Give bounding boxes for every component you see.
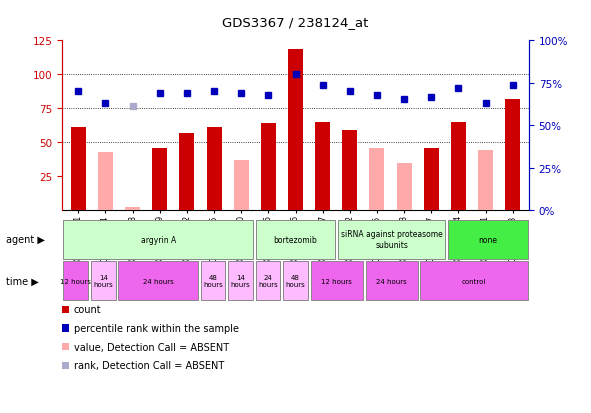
Text: 24
hours: 24 hours <box>258 274 278 287</box>
Bar <box>505 100 520 211</box>
Text: percentile rank within the sample: percentile rank within the sample <box>74 323 239 333</box>
Bar <box>234 161 249 211</box>
Bar <box>397 163 411 211</box>
Bar <box>207 128 222 211</box>
FancyBboxPatch shape <box>365 261 418 300</box>
Text: control: control <box>462 278 486 284</box>
Text: agent ▶: agent ▶ <box>6 235 45 244</box>
FancyBboxPatch shape <box>283 261 308 300</box>
Text: bortezomib: bortezomib <box>274 235 317 244</box>
Bar <box>71 128 86 211</box>
Bar <box>152 148 167 211</box>
Bar <box>315 123 330 211</box>
FancyBboxPatch shape <box>118 261 198 300</box>
FancyBboxPatch shape <box>256 261 280 300</box>
FancyBboxPatch shape <box>63 220 253 259</box>
Text: siRNA against proteasome
subunits: siRNA against proteasome subunits <box>341 230 443 249</box>
Text: 12 hours: 12 hours <box>322 278 352 284</box>
Text: time ▶: time ▶ <box>6 276 38 286</box>
Text: value, Detection Call = ABSENT: value, Detection Call = ABSENT <box>74 342 229 352</box>
Bar <box>342 131 357 211</box>
Bar <box>369 148 384 211</box>
Text: rank, Detection Call = ABSENT: rank, Detection Call = ABSENT <box>74 361 224 370</box>
FancyBboxPatch shape <box>63 261 88 300</box>
FancyBboxPatch shape <box>228 261 253 300</box>
Text: 12 hours: 12 hours <box>60 278 91 284</box>
Text: none: none <box>478 235 497 244</box>
Bar <box>98 152 113 211</box>
Bar <box>288 50 303 211</box>
Bar <box>180 133 194 211</box>
Text: 48
hours: 48 hours <box>285 274 306 287</box>
Text: 48
hours: 48 hours <box>203 274 223 287</box>
Text: 24 hours: 24 hours <box>376 278 407 284</box>
Bar <box>478 151 493 211</box>
FancyBboxPatch shape <box>311 261 363 300</box>
Text: count: count <box>74 305 102 315</box>
Bar <box>125 208 140 211</box>
Bar <box>261 124 276 211</box>
FancyBboxPatch shape <box>201 261 226 300</box>
Text: 14
hours: 14 hours <box>93 274 113 287</box>
FancyBboxPatch shape <box>448 220 528 259</box>
FancyBboxPatch shape <box>338 220 445 259</box>
Bar <box>424 148 439 211</box>
Bar <box>451 123 466 211</box>
Text: argyrin A: argyrin A <box>141 235 176 244</box>
Text: 14
hours: 14 hours <box>230 274 251 287</box>
FancyBboxPatch shape <box>256 220 335 259</box>
FancyBboxPatch shape <box>91 261 116 300</box>
Text: GDS3367 / 238124_at: GDS3367 / 238124_at <box>222 16 369 29</box>
FancyBboxPatch shape <box>420 261 528 300</box>
Text: 24 hours: 24 hours <box>143 278 174 284</box>
